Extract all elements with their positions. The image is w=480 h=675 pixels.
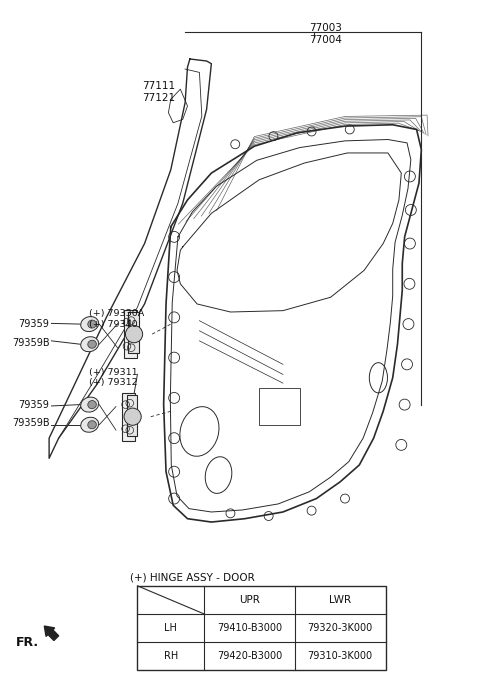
Text: (+) 79330A
(+) 79340: (+) 79330A (+) 79340: [89, 309, 144, 329]
Circle shape: [125, 325, 143, 343]
Ellipse shape: [81, 417, 98, 432]
Text: 79410-B3000: 79410-B3000: [217, 623, 282, 633]
Text: 79359B: 79359B: [12, 338, 49, 348]
Text: RH: RH: [164, 651, 178, 662]
Text: LH: LH: [164, 623, 177, 633]
Text: LWR: LWR: [329, 595, 351, 605]
Ellipse shape: [88, 400, 96, 408]
FancyBboxPatch shape: [123, 310, 137, 358]
FancyBboxPatch shape: [128, 313, 139, 354]
Ellipse shape: [81, 397, 98, 412]
Text: (+) 79311
(+) 79312: (+) 79311 (+) 79312: [89, 368, 137, 387]
Ellipse shape: [88, 320, 96, 328]
FancyArrow shape: [44, 626, 59, 641]
Ellipse shape: [81, 337, 98, 352]
Text: 77003
77004: 77003 77004: [309, 24, 342, 45]
Bar: [137, 586, 385, 670]
Text: 79310-3K000: 79310-3K000: [308, 651, 373, 662]
Text: (+) HINGE ASSY - DOOR: (+) HINGE ASSY - DOOR: [130, 572, 255, 583]
Text: 79359B: 79359B: [12, 418, 49, 428]
Text: 79359: 79359: [18, 400, 49, 410]
Text: 79359: 79359: [18, 319, 49, 329]
Text: 79320-3K000: 79320-3K000: [308, 623, 373, 633]
FancyBboxPatch shape: [122, 393, 135, 441]
Text: 79420-B3000: 79420-B3000: [217, 651, 282, 662]
Text: FR.: FR.: [16, 637, 39, 649]
Text: UPR: UPR: [239, 595, 260, 605]
Ellipse shape: [81, 317, 98, 331]
Ellipse shape: [88, 421, 96, 429]
Circle shape: [124, 408, 141, 425]
Text: 77111
77121: 77111 77121: [142, 81, 175, 103]
Ellipse shape: [88, 340, 96, 348]
FancyBboxPatch shape: [127, 395, 137, 436]
